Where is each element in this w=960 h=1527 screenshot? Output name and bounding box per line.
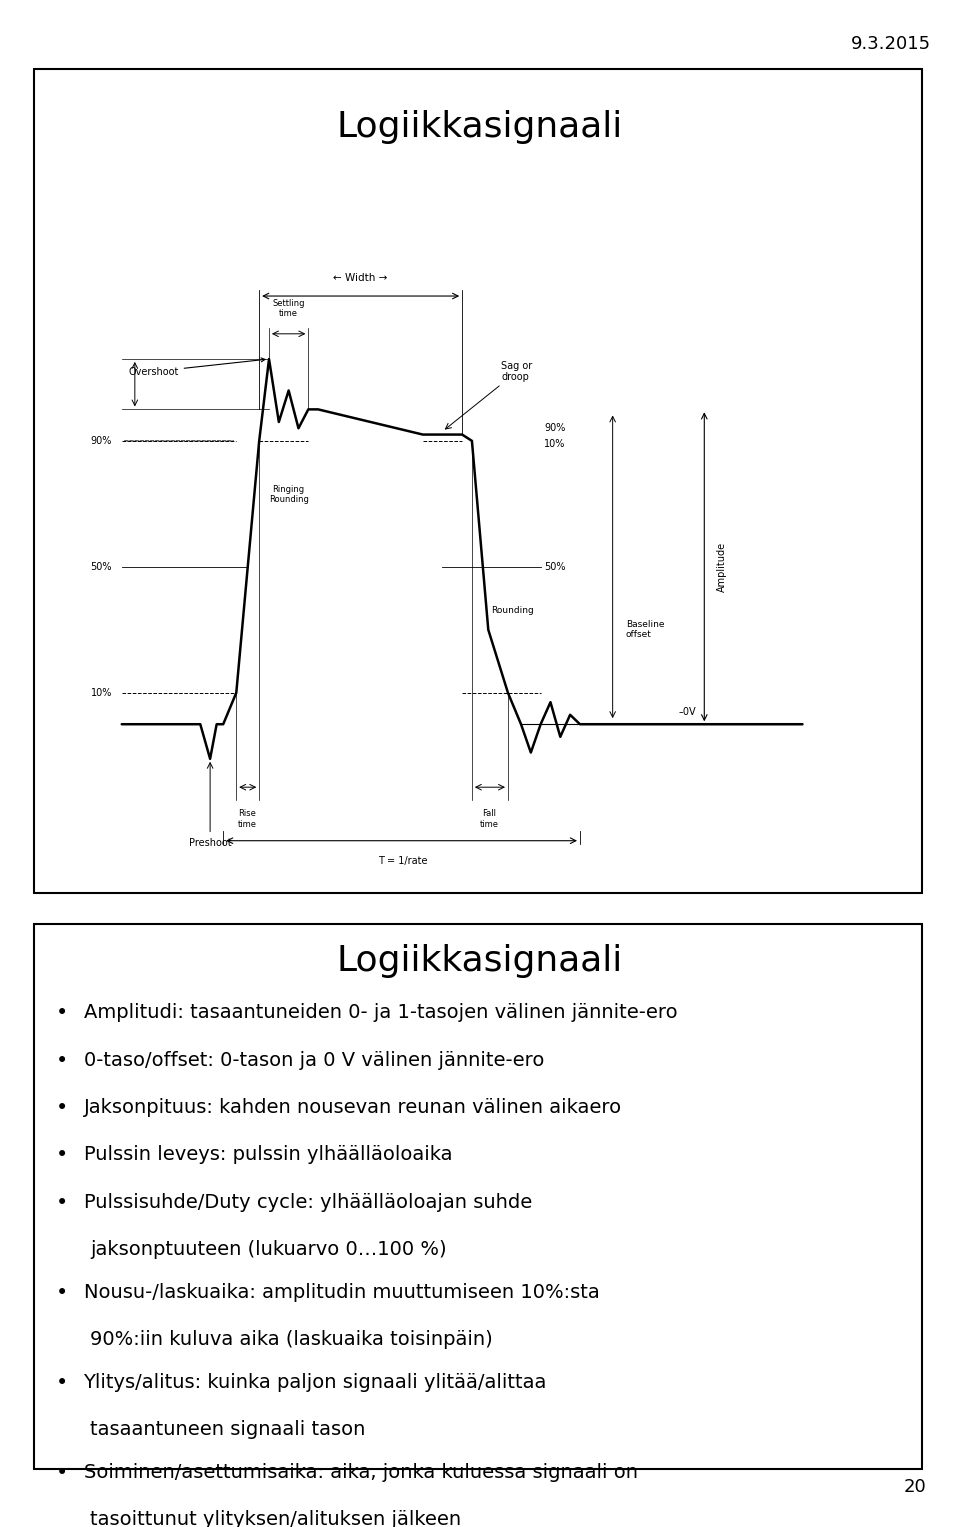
Text: Sag or
droop: Sag or droop <box>501 360 533 382</box>
Text: Fall
time: Fall time <box>480 809 499 829</box>
Text: Logiikkasignaali: Logiikkasignaali <box>337 944 623 977</box>
Bar <box>34 924 922 1469</box>
Text: Ringing
Rounding: Ringing Rounding <box>269 486 308 504</box>
Text: •: • <box>56 1098 68 1118</box>
Bar <box>34 69 922 893</box>
Text: 0-taso/offset: 0-tason ja 0 V välinen jännite-ero: 0-taso/offset: 0-tason ja 0 V välinen jä… <box>84 1051 544 1069</box>
Text: •: • <box>56 1463 68 1483</box>
Text: •: • <box>56 1145 68 1165</box>
Text: 9.3.2015: 9.3.2015 <box>852 35 931 53</box>
Text: 50%: 50% <box>90 562 112 571</box>
Text: Overshoot: Overshoot <box>129 357 265 377</box>
Text: Amplitude: Amplitude <box>717 542 728 592</box>
Text: Jaksonpituus: kahden nousevan reunan välinen aikaero: Jaksonpituus: kahden nousevan reunan väl… <box>84 1098 622 1116</box>
Text: Logiikkasignaali: Logiikkasignaali <box>337 110 623 144</box>
Text: jaksonptuuteen (lukuarvo 0…100 %): jaksonptuuteen (lukuarvo 0…100 %) <box>90 1240 446 1258</box>
Text: Amplitudi: tasaantuneiden 0- ja 1-tasojen välinen jännite-ero: Amplitudi: tasaantuneiden 0- ja 1-tasoje… <box>84 1003 677 1022</box>
Text: ← Width →: ← Width → <box>333 273 388 284</box>
Text: T = 1/rate: T = 1/rate <box>378 857 428 866</box>
Text: 50%: 50% <box>544 562 565 571</box>
Text: tasaantuneen signaali tason: tasaantuneen signaali tason <box>90 1420 366 1438</box>
Text: •: • <box>56 1373 68 1393</box>
Text: 90%: 90% <box>544 423 565 434</box>
Text: 10%: 10% <box>90 687 112 698</box>
Text: Baseline
offset: Baseline offset <box>626 620 664 640</box>
Text: Ylitys/alitus: kuinka paljon signaali ylitää/alittaa: Ylitys/alitus: kuinka paljon signaali yl… <box>84 1373 547 1391</box>
Text: 90%:iin kuluva aika (laskuaika toisinpäin): 90%:iin kuluva aika (laskuaika toisinpäi… <box>90 1330 493 1348</box>
Text: •: • <box>56 1003 68 1023</box>
Text: Pulssisuhde/Duty cycle: ylhäälläoloajan suhde: Pulssisuhde/Duty cycle: ylhäälläoloajan … <box>84 1193 532 1211</box>
Text: Nousu-/laskuaika: amplitudin muuttumiseen 10%:sta: Nousu-/laskuaika: amplitudin muuttumisee… <box>84 1283 599 1301</box>
Text: Soiminen/asettumisaika: aika, jonka kuluessa signaali on: Soiminen/asettumisaika: aika, jonka kulu… <box>84 1463 637 1481</box>
Text: •: • <box>56 1283 68 1303</box>
Text: Pulssin leveys: pulssin ylhäälläoloaika: Pulssin leveys: pulssin ylhäälläoloaika <box>84 1145 452 1164</box>
Text: Settling
time: Settling time <box>273 299 305 318</box>
Text: •: • <box>56 1051 68 1070</box>
Text: Rise
time: Rise time <box>238 809 257 829</box>
Text: 90%: 90% <box>90 435 112 446</box>
Text: 20: 20 <box>903 1478 926 1496</box>
Text: tasoittunut ylityksen/alituksen jälkeen: tasoittunut ylityksen/alituksen jälkeen <box>90 1510 462 1527</box>
Text: –0V: –0V <box>678 707 696 716</box>
Text: Preshoot: Preshoot <box>189 838 231 847</box>
Text: 10%: 10% <box>544 438 565 449</box>
Text: •: • <box>56 1193 68 1212</box>
Text: Rounding: Rounding <box>492 606 535 615</box>
